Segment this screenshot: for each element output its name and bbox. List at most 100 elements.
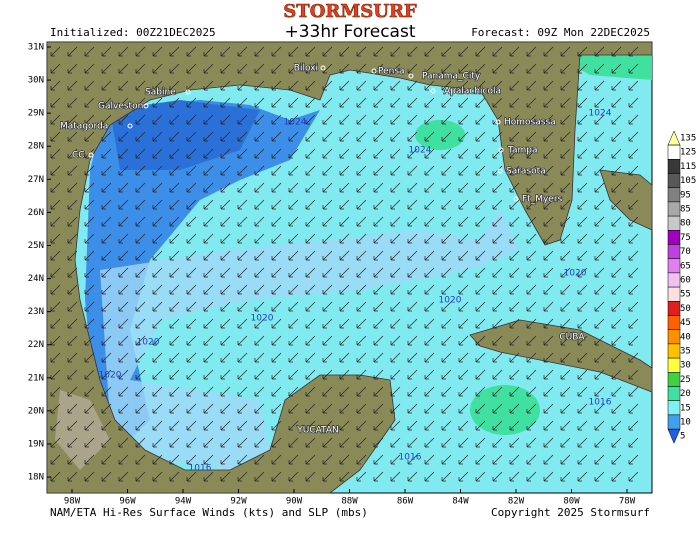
place-dot <box>495 119 501 125</box>
colorbar-swatch <box>667 372 681 387</box>
place-label: Panama_City <box>422 72 481 82</box>
colorbar-swatch <box>667 201 681 217</box>
lon-label: 88W <box>341 497 358 507</box>
place-dot <box>430 88 436 94</box>
place-label: CC <box>72 151 85 161</box>
wind-zone <box>100 210 520 470</box>
colorbar-label: 25 <box>680 375 691 385</box>
colorbar-swatch <box>667 329 681 345</box>
colorbar-swatch <box>667 144 681 160</box>
lon-label: 82W <box>508 497 525 507</box>
wind-zone <box>470 385 540 435</box>
lat-label: 29N <box>28 109 44 119</box>
colorbar-label: 105 <box>680 176 696 186</box>
place-label: Sarasota <box>506 167 546 177</box>
colorbar-swatch <box>667 173 681 188</box>
place-dot <box>498 147 504 153</box>
lat-label: 22N <box>28 340 44 350</box>
logo: STORMSURF <box>283 1 417 22</box>
place-label: Ft_Myers <box>522 195 563 205</box>
colorbar-swatch <box>667 286 681 302</box>
place-dot <box>320 65 326 71</box>
lon-label: 90W <box>286 497 303 507</box>
colorbar-swatch <box>667 357 681 373</box>
lon-label: 92W <box>230 497 247 507</box>
initialized: Initialized: 00Z21DEC2025 <box>50 26 216 39</box>
colorbar-swatch <box>667 187 681 203</box>
lat-label: 26N <box>28 208 44 218</box>
lon-label: 78W <box>619 497 636 507</box>
colorbar-label: 30 <box>680 361 691 371</box>
place-label: Apalachicola <box>444 87 501 97</box>
colorbar-swatch <box>667 230 681 245</box>
colorbar-swatch <box>667 244 681 259</box>
lon-label: 98W <box>64 497 81 507</box>
lat-label: 31N <box>28 43 44 53</box>
region-label: YUCATAN <box>296 426 339 436</box>
lat-label: 30N <box>28 76 44 86</box>
arrow-field <box>50 46 639 482</box>
colorbar-label: 45 <box>680 318 691 328</box>
wind-arrows <box>50 46 639 482</box>
footer-left: NAM/ETA Hi-Res Surface Winds (kts) and S… <box>50 506 368 519</box>
colorbar-swatch <box>667 315 681 330</box>
isobar-label: 1016 <box>189 464 212 474</box>
colorbar-swatch <box>667 215 681 231</box>
colorbar-swatch <box>667 272 681 288</box>
lat-label: 25N <box>28 241 44 251</box>
isobar-label: 1016 <box>589 398 612 408</box>
colorbar-label: 20 <box>680 389 691 399</box>
lon-label: 80W <box>563 497 580 507</box>
colorbar: 1351251151059585807570656055504540353025… <box>667 130 696 444</box>
lon-label: 96W <box>119 497 136 507</box>
terrain <box>55 390 110 470</box>
region-label: CUBA <box>559 333 585 343</box>
footer-right: Copyright 2025 Stormsurf <box>491 506 650 519</box>
places: Biloxi Pensa Panama_City Apalachicola Sabine… <box>59 63 586 437</box>
colorbar-label: 70 <box>680 247 691 257</box>
colorbar-label: 85 <box>680 205 691 215</box>
place-label: Matagorda <box>60 122 108 132</box>
isobar-label: 1020 <box>439 296 462 306</box>
lat-label: 28N <box>28 142 44 152</box>
place-dot <box>88 152 94 158</box>
place-label: Tampa <box>507 146 538 156</box>
axes: 31N 30N 29N 28N 27N 26N 25N 24N 23N 22N 21N 20N 19N 1… <box>28 43 636 507</box>
isobar-label: 1024 <box>589 109 612 119</box>
lon-label: 94W <box>175 497 192 507</box>
place-dot <box>513 196 519 202</box>
isobar-label: 1020 <box>251 314 274 324</box>
colorbar-swatch <box>667 159 681 174</box>
place-dot <box>408 73 414 79</box>
colorbar-label: 55 <box>680 290 691 300</box>
colorbar-label: 40 <box>680 332 691 342</box>
place-label: Pensa <box>378 67 405 77</box>
wind-zone <box>110 100 260 170</box>
isobar-labels: 1024 1024 1024 1020 1020 1020 1020 1020 1016 1016… <box>99 109 612 474</box>
colorbar-label: 65 <box>680 261 691 271</box>
lon-label: 86W <box>397 497 414 507</box>
place-label: Sabine <box>145 88 176 98</box>
isobar-label: 1016 <box>399 453 422 463</box>
isobar-label: 1020 <box>564 269 587 279</box>
cuba-land <box>469 319 653 393</box>
colorbar-swatch <box>667 343 681 359</box>
land <box>46 41 653 494</box>
colorbar-swatch <box>667 258 681 274</box>
colorbar-label: 125 <box>680 148 696 158</box>
lat-label: 21N <box>28 373 44 383</box>
place-label: Galveston <box>98 102 143 112</box>
lat-label: 23N <box>28 307 44 317</box>
colorbar-swatch <box>667 400 681 416</box>
colorbar-label: 15 <box>680 403 691 413</box>
colorbar-label: 5 <box>680 432 685 442</box>
wind-zone <box>415 120 465 150</box>
isobar-label: 1024 <box>284 118 307 128</box>
colorbar-swatch <box>667 414 681 430</box>
colorbar-label: 60 <box>680 276 691 286</box>
isobar-label: 1020 <box>99 371 122 381</box>
place-dot <box>497 168 503 174</box>
colorbar-label: 75 <box>680 233 691 243</box>
